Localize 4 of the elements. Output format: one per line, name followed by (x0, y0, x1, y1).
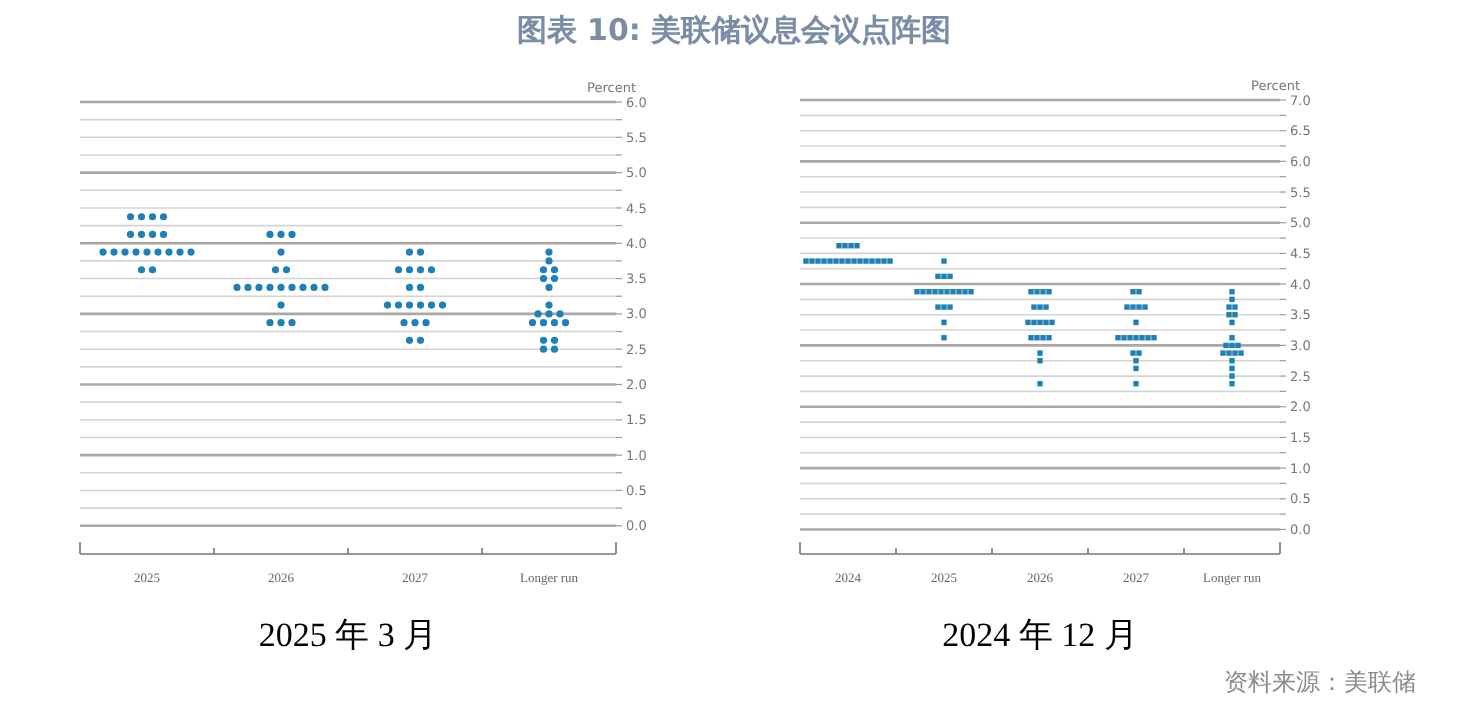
text: 2024 年 12 月 (942, 616, 1138, 654)
text: 图表 10: 美联储议息会议点阵图 (516, 12, 952, 48)
text: 2025 年 3 月 (258, 616, 438, 654)
text: 资料来源：美联储 (1224, 668, 1416, 696)
